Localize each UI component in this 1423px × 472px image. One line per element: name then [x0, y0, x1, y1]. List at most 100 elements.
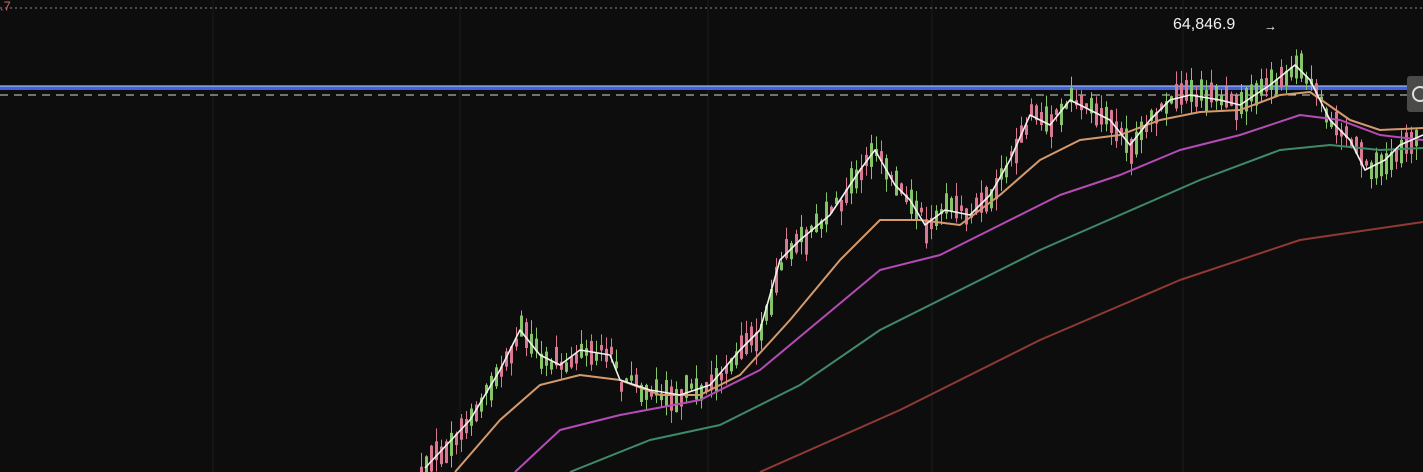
candle-body — [1410, 131, 1413, 154]
candle-body — [1345, 126, 1348, 138]
candle-body — [860, 168, 863, 181]
candle-body — [845, 189, 848, 203]
candle-body — [510, 346, 513, 364]
candle-body — [620, 382, 623, 392]
candle-body — [1235, 95, 1238, 121]
candle-body — [500, 366, 503, 377]
candle-body — [690, 383, 693, 389]
candle-body — [1130, 138, 1133, 164]
candle-body — [1390, 151, 1393, 170]
candle-body — [1200, 79, 1203, 101]
candle-body — [1305, 75, 1308, 84]
candle-body — [680, 389, 683, 407]
candle-body — [930, 217, 933, 230]
candle-body — [1300, 53, 1303, 79]
candle-body — [1135, 131, 1138, 155]
candle-body — [630, 375, 633, 381]
candle-body — [935, 210, 938, 226]
candle-body — [480, 397, 483, 412]
candle-body — [1045, 106, 1048, 132]
candle-body — [465, 419, 468, 434]
candle-body — [700, 385, 703, 401]
candle-body — [1245, 87, 1248, 112]
candle-body — [1145, 124, 1148, 132]
candle-body — [600, 344, 603, 351]
candle-body — [1090, 97, 1093, 114]
candle-body — [655, 379, 658, 396]
candle-body — [605, 348, 608, 362]
candle-body — [900, 183, 903, 194]
candle-body — [920, 207, 923, 213]
candle-body — [1070, 87, 1073, 103]
candle-body — [490, 375, 493, 401]
candle-body — [1370, 162, 1373, 180]
candle-body — [780, 262, 783, 271]
candle-body — [1160, 103, 1163, 110]
candle-body — [1205, 90, 1208, 113]
candle-body — [1275, 79, 1278, 95]
candle-body — [515, 338, 518, 347]
candle-body — [810, 225, 813, 232]
candle-body — [895, 170, 898, 196]
candle-body — [990, 189, 993, 209]
candle-body — [815, 213, 818, 233]
candle-body — [720, 373, 723, 381]
candle-body — [965, 208, 968, 225]
candle-body — [1225, 86, 1228, 108]
candle-body — [450, 432, 453, 456]
candle-body — [525, 322, 528, 349]
candle-body — [575, 353, 578, 364]
candle-body — [1380, 154, 1383, 177]
candle-body — [1040, 112, 1043, 126]
candle-body — [850, 168, 853, 194]
candle-body — [670, 386, 673, 411]
candle-body — [945, 193, 948, 214]
candle-body — [445, 441, 448, 463]
candle-body — [995, 178, 998, 200]
candle-body — [1010, 151, 1013, 157]
candle-body — [1060, 103, 1063, 126]
candle-body — [1335, 111, 1338, 136]
candle-body — [975, 197, 978, 213]
candle-body — [550, 361, 553, 370]
moving-averages — [424, 64, 1423, 472]
candle-body — [640, 384, 643, 402]
corner-price-label: .7 — [0, 0, 11, 13]
candle-body — [1105, 106, 1108, 125]
side-button[interactable] — [1407, 76, 1423, 112]
candle-body — [1405, 132, 1408, 154]
candle-body — [555, 346, 558, 366]
candle-body — [685, 375, 688, 398]
candle-body — [610, 346, 613, 355]
candle-body — [785, 239, 788, 259]
candle-body — [1035, 105, 1038, 121]
candle-body — [1195, 96, 1198, 107]
candle-body — [750, 326, 753, 346]
candle-body — [1230, 93, 1233, 106]
candle-body — [585, 348, 588, 356]
candle-body — [1015, 138, 1018, 164]
candle-body — [420, 466, 423, 472]
candle-body — [590, 341, 593, 365]
candle-body — [1355, 136, 1358, 154]
candle-body — [615, 361, 618, 369]
candle-body — [660, 393, 663, 401]
candle-body — [1375, 152, 1378, 179]
candle-body — [835, 197, 838, 205]
candle-body — [840, 200, 843, 212]
candle-body — [705, 382, 708, 393]
candle-body — [740, 335, 743, 359]
candle-body — [520, 315, 523, 337]
candle-body — [820, 220, 823, 229]
candle-body — [595, 353, 598, 361]
candle-body — [1005, 165, 1008, 178]
candle-body — [925, 219, 928, 244]
ma-line — [759, 221, 1423, 472]
candle-body — [635, 374, 638, 386]
candle-body — [1175, 84, 1178, 109]
candle-body — [430, 445, 433, 472]
candle-body — [625, 378, 628, 384]
candle-body — [905, 194, 908, 203]
candle-body — [755, 332, 758, 352]
